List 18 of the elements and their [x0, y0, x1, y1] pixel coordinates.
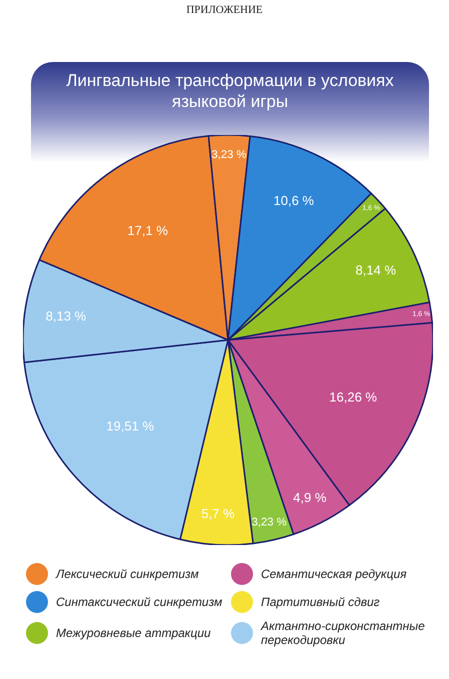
legend-label: Синтаксический синкретизм — [56, 595, 222, 609]
data-label: 19,51 % — [106, 418, 154, 434]
legend-label: Семантическая редукция — [261, 567, 407, 581]
data-label: 3,23 % — [252, 516, 287, 528]
data-label: 4,9 % — [293, 490, 327, 506]
data-label: 8,13 % — [46, 308, 87, 324]
data-label: 8,14 % — [356, 262, 396, 278]
data-label: 10,6 % — [273, 192, 314, 208]
chart-title: Лингвальные трансформации в условиях языковой игры — [65, 70, 395, 112]
data-label: 17,1 % — [127, 223, 168, 238]
data-label: 16,26 % — [329, 389, 378, 404]
legend-label: Актантно-сирконстантные перекодировки — [261, 619, 426, 647]
legend-label: Межуровневые аттракции — [56, 626, 211, 640]
data-label: 3,23 % — [212, 148, 247, 161]
data-label: 5,7 % — [201, 506, 236, 522]
legend-label: Партитивный сдвиг — [261, 595, 380, 609]
legend-label: Лексический синкретизм — [56, 567, 199, 581]
text: ПРИЛОЖЕНИЕ — [185, 4, 264, 16]
